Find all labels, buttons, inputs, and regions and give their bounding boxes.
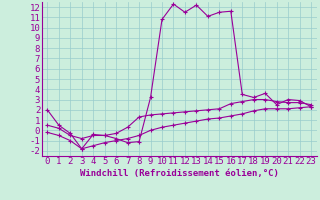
X-axis label: Windchill (Refroidissement éolien,°C): Windchill (Refroidissement éolien,°C) <box>80 169 279 178</box>
